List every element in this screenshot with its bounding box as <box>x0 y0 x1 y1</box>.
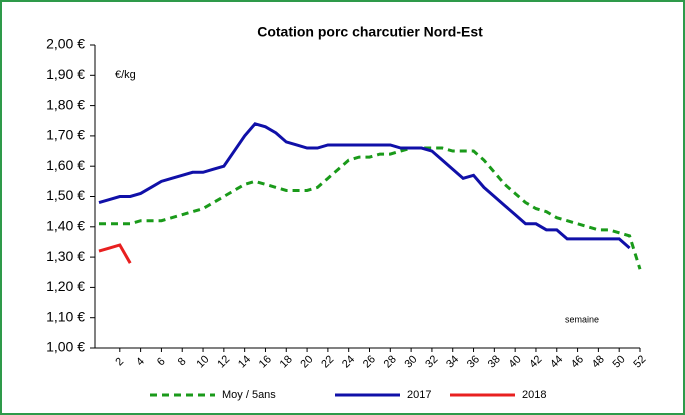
chart-title: Cotation porc charcutier Nord-Est <box>257 24 483 40</box>
series-line <box>99 146 642 270</box>
y-tick-label: 1,40 € <box>46 218 85 234</box>
series-line <box>98 243 132 264</box>
y-unit-label: €/kg <box>115 69 136 81</box>
y-tick-label: 1,90 € <box>46 66 85 82</box>
y-tick-label: 1,60 € <box>46 157 85 173</box>
y-tick-label: 1,20 € <box>46 278 85 294</box>
series-line <box>98 122 631 250</box>
legend-label: 2018 <box>522 389 546 401</box>
x-axis-label: semaine <box>565 314 599 324</box>
y-tick-label: 1,70 € <box>46 127 85 143</box>
y-tick-label: 1,00 € <box>46 339 85 355</box>
legend-label: Moy / 5ans <box>222 389 276 401</box>
y-tick-label: 1,80 € <box>46 96 85 112</box>
legend-label: 2017 <box>407 389 431 401</box>
y-tick-label: 1,30 € <box>46 248 85 264</box>
y-tick-label: 1,50 € <box>46 187 85 203</box>
y-tick-label: 1,10 € <box>46 308 85 324</box>
y-tick-label: 2,00 € <box>46 36 85 52</box>
